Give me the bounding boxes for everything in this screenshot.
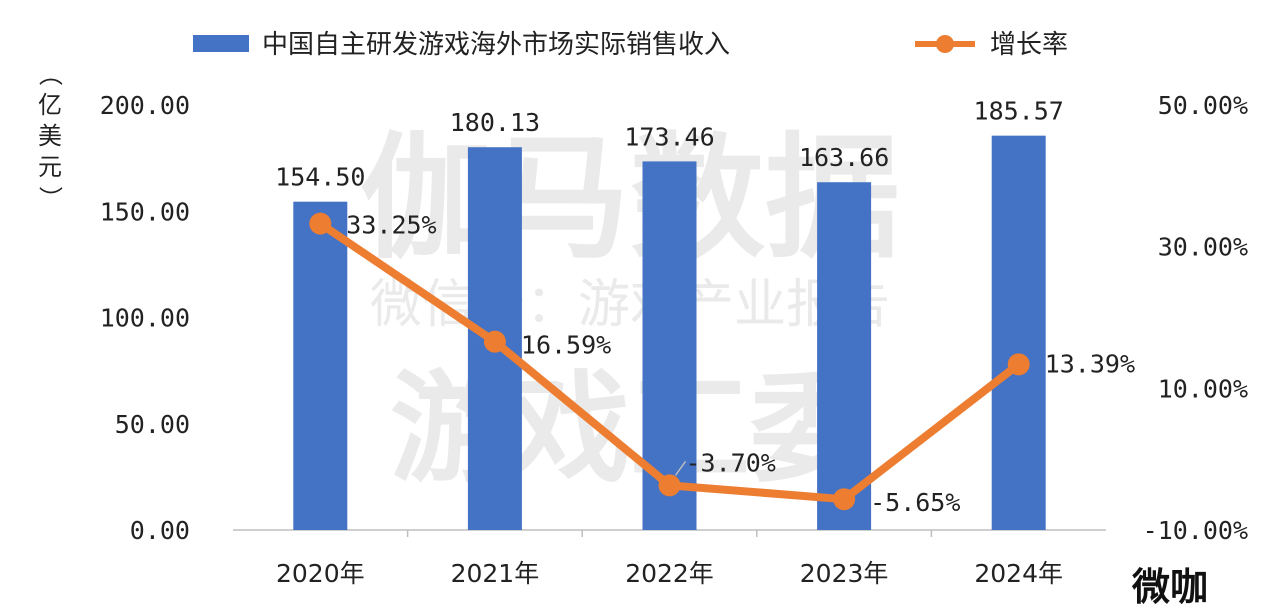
legend-line-marker: [936, 35, 954, 53]
line-data-labels: 33.25% 16.59% -3.70% -5.65% 13.39%: [346, 211, 1135, 518]
x-tick-label: 2023年: [800, 559, 889, 588]
y2-tick-label: 30.00%: [1158, 233, 1248, 262]
y2-tick-label: 50.00%: [1158, 91, 1248, 120]
y-tick-label: 100.00: [100, 304, 190, 333]
bar-data-label: 163.66: [799, 143, 889, 172]
y-axis-label-char: 亿: [38, 91, 62, 119]
x-tick-label: 2022年: [625, 559, 714, 588]
y2-tick-label: -10.00%: [1143, 516, 1248, 545]
y2-tick-label: 10.00%: [1158, 374, 1248, 403]
y-tick-label: 50.00: [115, 410, 190, 439]
badge-text: 微咖: [1131, 565, 1208, 609]
legend-bar-swatch: [193, 35, 249, 52]
corner-badge: 微咖: [1115, 560, 1225, 610]
growth-point: [833, 488, 856, 511]
bar: [817, 182, 872, 530]
bar-data-label: 173.46: [624, 122, 714, 151]
y-tick-label: 200.00: [100, 91, 190, 120]
x-tick-label: 2024年: [974, 559, 1063, 588]
y-axis-label: （ 亿美元 ）: [36, 62, 64, 210]
bar-data-label: 180.13: [450, 108, 540, 137]
growth-data-label: 13.39%: [1045, 349, 1135, 378]
growth-data-label: 33.25%: [346, 211, 436, 240]
bar-data-label: 185.57: [974, 97, 1064, 126]
bar-data-label: 154.50: [275, 163, 365, 192]
watermark-title: 伽马数据: [360, 120, 900, 277]
growth-point: [483, 330, 506, 353]
bar: [293, 201, 348, 530]
line-series: [309, 212, 1030, 511]
y-axis-label-char: （: [36, 62, 64, 86]
y-axis-label-char: ）: [36, 186, 64, 210]
bar-data-labels: 154.50 180.13 173.46 163.66 185.57: [275, 97, 1064, 192]
legend-line-label: 增长率: [990, 30, 1068, 60]
leader-line: [674, 460, 687, 476]
y-tick-label: 150.00: [100, 197, 190, 226]
legend-bar-label: 中国自主研发游戏海外市场实际销售收入: [262, 30, 730, 60]
growth-data-label: -5.65%: [870, 488, 960, 517]
y-axis-label-char: 元: [38, 153, 62, 181]
growth-data-label: -3.70%: [686, 448, 776, 477]
watermark-subtitle: 微信号：游戏产业报告: [370, 275, 890, 335]
legend: 中国自主研发游戏海外市场实际销售收入 增长率: [193, 30, 1068, 60]
x-tick-label: 2020年: [276, 559, 365, 588]
x-axis-ticks: 2020年 2021年 2022年 2023年 2024年: [276, 530, 1063, 588]
badge-background: [1115, 560, 1225, 610]
y-tick-label: 0.00: [130, 516, 190, 545]
watermark-org: 游戏工委: [390, 360, 870, 499]
growth-point: [1007, 353, 1030, 376]
growth-point: [309, 212, 332, 235]
y-axis-ticks: 0.00 50.00 100.00 150.00 200.00: [100, 91, 190, 545]
growth-point: [658, 474, 681, 497]
growth-data-label: 16.59%: [521, 331, 611, 360]
y-axis-label-char: 美: [38, 122, 62, 150]
x-tick-label: 2021年: [451, 559, 540, 588]
y2-axis-ticks: -10.00% 10.00% 30.00% 50.00%: [1143, 91, 1248, 545]
bar: [991, 135, 1046, 530]
